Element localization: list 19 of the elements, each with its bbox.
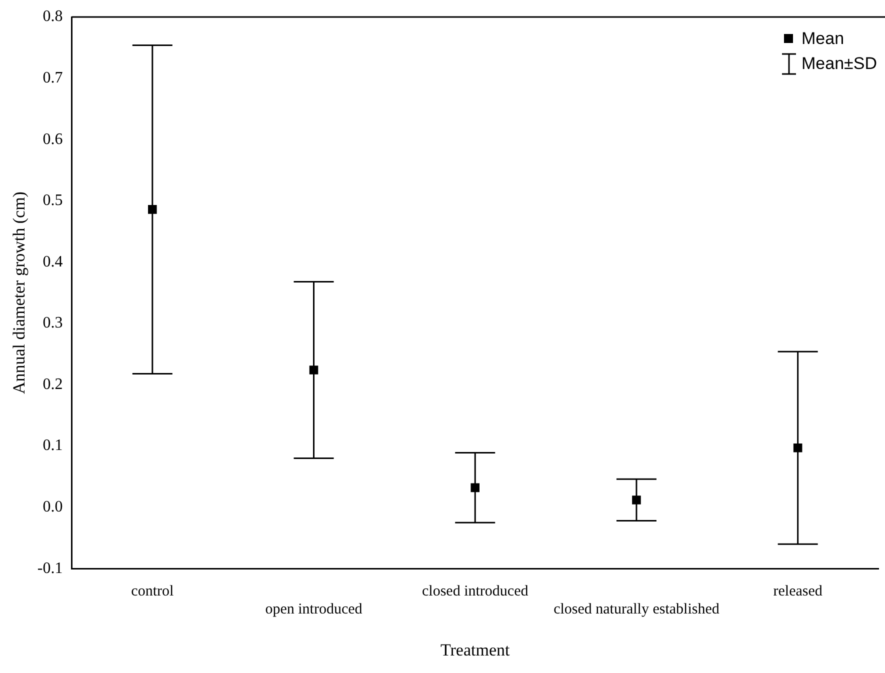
y-tick-label: 0.6 bbox=[42, 130, 63, 148]
x-tick-label: control bbox=[131, 584, 174, 600]
y-tick-label: 0.3 bbox=[42, 314, 63, 332]
y-tick-label: 0.0 bbox=[42, 498, 63, 516]
y-axis-title: Annual diameter growth (cm) bbox=[10, 192, 29, 394]
y-tick-label: 0.5 bbox=[42, 192, 63, 210]
x-tick-label: closed introduced bbox=[422, 584, 529, 600]
y-tick-label: 0.4 bbox=[42, 253, 63, 270]
y-tick-label: 0.8 bbox=[42, 8, 63, 26]
x-tick-label: open introduced bbox=[265, 602, 363, 618]
x-axis-title: Treatment bbox=[440, 640, 510, 660]
y-tick-label: 0.7 bbox=[42, 69, 63, 86]
y-tick-label: 0.2 bbox=[42, 376, 63, 393]
legend-label: Mean bbox=[800, 28, 846, 50]
x-tick-label: closed naturally established bbox=[554, 602, 720, 618]
y-tick-label: 0.1 bbox=[42, 437, 63, 454]
annotation: Mean±SD bbox=[800, 52, 877, 74]
x-tick-label: released bbox=[773, 584, 823, 600]
y-tick-label: -0.1 bbox=[37, 560, 63, 577]
